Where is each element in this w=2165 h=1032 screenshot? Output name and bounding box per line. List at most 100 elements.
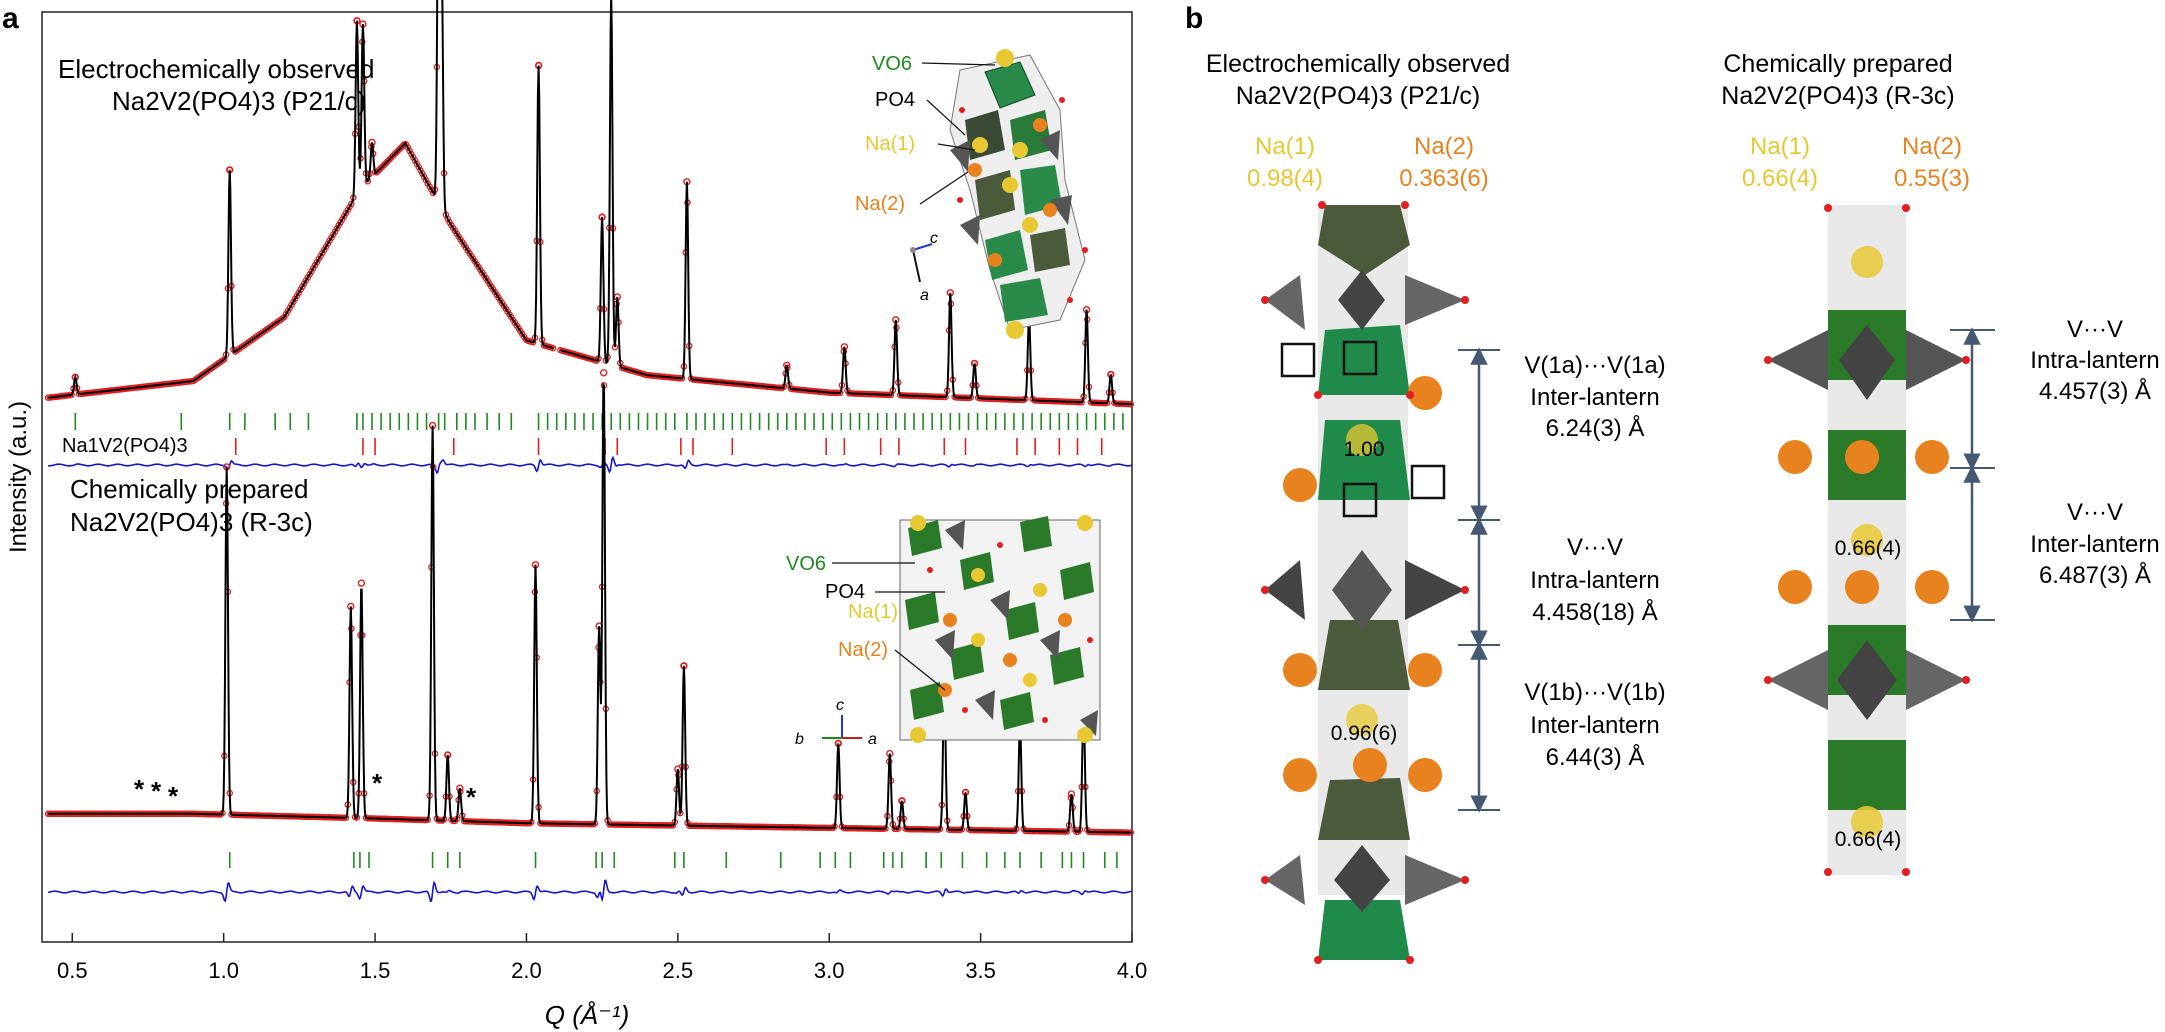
inset-top-na1-label: Na(1) [865, 133, 915, 155]
inset-bottom-axis-c: c [836, 697, 844, 714]
b-right-distance-arrows [1950, 327, 1995, 623]
observed-point [348, 200, 355, 208]
observed-point [426, 183, 433, 190]
b-right-occ1: 0.66(4) [1835, 537, 1902, 560]
inset-top-axis-a: a [920, 287, 929, 304]
bottom-reflection-ticks-r3c [228, 852, 1118, 868]
observed-point [357, 579, 366, 587]
star-mark: * [134, 774, 145, 804]
b-right-title-line2: Na2V2(PO4)3 (R-3c) [1721, 82, 1954, 110]
top-calculated-line [47, 0, 1132, 406]
inset-structure-p21c: VO6 PO4 Na(1) Na(2) c a [855, 49, 1088, 339]
b-left-dist2-line1: V···V [1567, 534, 1623, 561]
bottom-title-line1: Chemically prepared [70, 474, 308, 504]
x-tick-label: 2.0 [511, 958, 542, 983]
b-left-na2-label: Na(2) [1414, 133, 1474, 160]
b-left-occ1: 1.00 [1344, 438, 1385, 461]
b-right-dist2-line2: Inter-lantern [2030, 531, 2159, 558]
b-left-dist1-line3: 6.24(3) Å [1546, 414, 1645, 442]
b-left-na1-value: 0.98(4) [1247, 165, 1323, 192]
b-right-dist1-line3: 4.457(3) Å [2039, 377, 2151, 405]
b-right-occ2: 0.66(4) [1835, 828, 1902, 851]
top-reflection-ticks-impurity [234, 438, 1103, 455]
b-left-na2-value: 0.363(6) [1399, 165, 1488, 192]
structure-drawing [822, 515, 1101, 743]
b-right-dist2-line1: V···V [2067, 499, 2123, 526]
observed-point [375, 167, 382, 174]
b-right-dist1-line1: V···V [2067, 316, 2123, 343]
structure-drawing [910, 49, 1088, 339]
b-right-dist2-line3: 6.487(3) Å [2039, 561, 2151, 589]
observed-point [388, 154, 395, 161]
inset-bottom-na2-label: Na(2) [838, 639, 888, 661]
observed-point [406, 147, 413, 155]
top-difference-line [48, 455, 1132, 475]
b-left-distance-arrows [1458, 347, 1500, 813]
b-left-dist2-line3: 4.458(18) Å [1532, 598, 1657, 626]
x-axis-label: Q (Å⁻¹) [545, 1000, 630, 1030]
b-right-na2-label: Na(2) [1902, 133, 1962, 160]
bottom-title-line2: Na2V2(PO4)3 (R-3c) [70, 507, 313, 537]
x-tick-label: 1.0 [208, 958, 239, 983]
b-left-dist3-line2: Inter-lantern [1530, 712, 1659, 739]
star-mark: * [372, 768, 383, 798]
observed-point [411, 157, 419, 164]
impurity-label: Na1V2(PO4)3 [62, 435, 188, 457]
observed-point [409, 154, 417, 161]
b-left-title-line2: Na2V2(PO4)3 (P21/c) [1236, 82, 1481, 110]
observed-point [364, 178, 372, 185]
observed-point [419, 170, 426, 177]
inset-bottom-vo6-label: VO6 [786, 553, 826, 575]
panel-b-label: b [1185, 2, 1203, 35]
observed-point [420, 173, 428, 181]
b-left-occ2: 0.96(6) [1331, 722, 1398, 745]
observed-point [422, 176, 430, 184]
x-axis-ticks: 0.5 1.0 1.5 2.0 2.5 3.0 3.5 4.0 [57, 933, 1147, 983]
b-left-dist3-line1: V(1b)···V(1b) [1524, 679, 1665, 706]
b-right-structure [1764, 204, 1970, 876]
observed-point [429, 189, 437, 197]
b-left-dist1-line1: V(1a)···V(1a) [1524, 352, 1665, 379]
b-right-na2-value: 0.55(3) [1894, 165, 1970, 192]
inset-top-po4-label: PO4 [875, 89, 915, 111]
bottom-calculated-line [48, 382, 1132, 834]
inset-bottom-axis-a: a [868, 731, 877, 748]
inset-bottom-po4-label: PO4 [825, 581, 865, 603]
observed-point [600, 369, 608, 377]
b-left-structure [1261, 201, 1469, 964]
observed-point [415, 163, 422, 171]
x-tick-label: 4.0 [1117, 958, 1148, 983]
y-axis-label: Intensity (a.u.) [5, 401, 32, 553]
x-tick-label: 3.5 [965, 958, 996, 983]
impurity-stars: * * * * * [134, 768, 477, 812]
panel-a-label: a [2, 2, 19, 35]
b-right-na1-label: Na(1) [1750, 133, 1810, 160]
inset-top-vo6-label: VO6 [872, 53, 912, 75]
x-tick-label: 3.0 [814, 958, 845, 983]
inset-bottom-axis-b: b [795, 731, 804, 748]
observed-point [444, 215, 451, 223]
b-right-na1-value: 0.66(4) [1742, 165, 1818, 192]
x-tick-label: 2.5 [663, 958, 694, 983]
observed-point [379, 163, 386, 170]
b-right-title-line1: Chemically prepared [1723, 50, 1952, 78]
inset-bottom-na1-label: Na(1) [848, 601, 898, 623]
b-left-dist1-line2: Inter-lantern [1530, 384, 1659, 411]
b-right-dist1-line2: Intra-lantern [2030, 347, 2159, 374]
top-title-line2: Na2V2(PO4)3 (P21/c) [112, 86, 366, 116]
b-left-title-line1: Electrochemically observed [1206, 50, 1510, 78]
b-left-dist2-line2: Intra-lantern [1530, 567, 1659, 594]
observed-point [384, 157, 392, 165]
observed-point [417, 167, 424, 174]
observed-point [408, 150, 415, 158]
top-reflection-ticks-p21c [74, 413, 1124, 430]
star-mark: * [466, 782, 477, 812]
x-tick-label: 1.5 [360, 958, 391, 983]
b-left-dist3-line3: 6.44(3) Å [1546, 743, 1645, 771]
observed-point [397, 144, 404, 152]
x-tick-label: 0.5 [57, 958, 88, 983]
inset-top-axis-c: c [930, 230, 938, 247]
bottom-difference-line [47, 879, 1132, 903]
observed-point [404, 144, 412, 151]
